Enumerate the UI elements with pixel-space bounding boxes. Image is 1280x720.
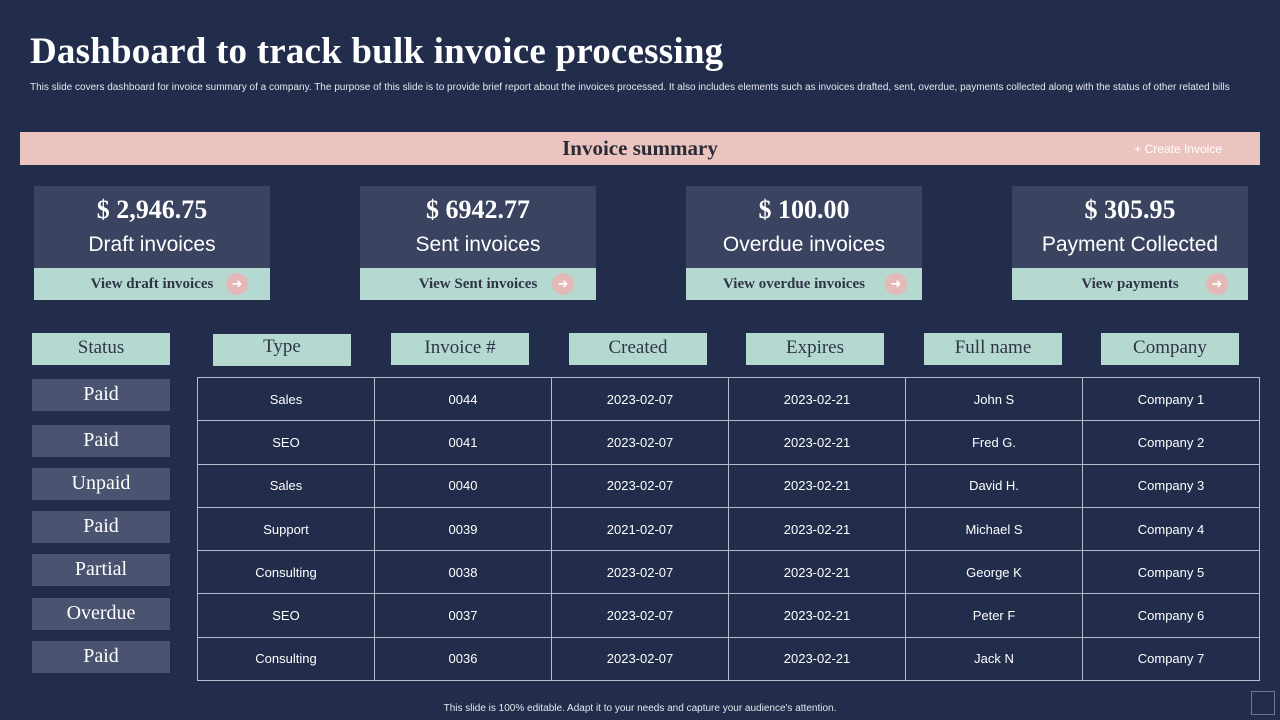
overdue-invoices-label: Overdue invoices [722, 233, 886, 256]
cell-company: Company 6 [1082, 593, 1260, 638]
cell-company: Company 2 [1082, 420, 1260, 465]
payment-collected-card: $ 305.95 Payment Collected View payments… [1012, 186, 1248, 300]
page-title: Dashboard to track bulk invoice processi… [30, 31, 724, 72]
table-row[interactable]: Sales 0044 2023-02-07 2023-02-21 John S … [197, 376, 1260, 422]
draft-invoices-label: Draft invoices [88, 233, 216, 256]
status-badge: Overdue [32, 598, 170, 630]
cell-full-name: John S [905, 376, 1083, 422]
cell-expires: 2023-02-21 [728, 463, 906, 508]
cell-invoice: 0037 [374, 593, 552, 638]
cell-full-name: Jack N [905, 636, 1083, 682]
page-subtitle: This slide covers dashboard for invoice … [30, 82, 1230, 93]
cell-full-name: Peter F [905, 593, 1083, 638]
view-sent-invoices-button[interactable]: View Sent invoices ➜ [360, 268, 596, 300]
table-row[interactable]: Sales 0040 2023-02-07 2023-02-21 David H… [197, 463, 1260, 508]
cell-expires: 2023-02-21 [728, 420, 906, 465]
draft-invoices-amount: $ 2,946.75 [96, 195, 208, 224]
payment-collected-label: Payment Collected [1041, 233, 1219, 256]
cell-type: Sales [197, 376, 375, 422]
view-draft-invoices-button[interactable]: View draft invoices ➜ [34, 268, 270, 300]
column-header-expires[interactable]: Expires [746, 333, 884, 365]
cell-created: 2023-02-07 [551, 376, 729, 422]
table-row[interactable]: Consulting 0038 2023-02-07 2023-02-21 Ge… [197, 550, 1260, 595]
column-header-full-name[interactable]: Full name [924, 333, 1062, 365]
cell-full-name: Michael S [905, 506, 1083, 552]
create-invoice-link[interactable]: + Create Invoice [1134, 142, 1222, 156]
view-draft-invoices-label: View draft invoices [90, 276, 214, 292]
cell-invoice: 0044 [374, 376, 552, 422]
cell-full-name: Fred G. [905, 420, 1083, 465]
overdue-invoices-amount: $ 100.00 [758, 195, 850, 224]
cell-invoice: 0041 [374, 420, 552, 465]
cell-created: 2023-02-07 [551, 420, 729, 465]
sent-invoices-card: $ 6942.77 Sent invoices View Sent invoic… [360, 186, 596, 300]
cell-type: Support [197, 506, 375, 552]
table-row[interactable]: Support 0039 2021-02-07 2023-02-21 Micha… [197, 506, 1260, 552]
cell-created: 2023-02-07 [551, 636, 729, 682]
arrow-right-icon[interactable]: ➜ [885, 273, 907, 295]
cell-type: Consulting [197, 636, 375, 682]
cell-company: Company 4 [1082, 506, 1260, 552]
invoice-summary-title: Invoice summary [562, 136, 718, 160]
column-header-created[interactable]: Created [569, 333, 707, 365]
status-badge: Partial [32, 554, 170, 586]
cell-expires: 2023-02-21 [728, 636, 906, 682]
cell-invoice: 0039 [374, 506, 552, 552]
draft-invoices-card: $ 2,946.75 Draft invoices View draft inv… [34, 186, 270, 300]
cell-expires: 2023-02-21 [728, 376, 906, 422]
cell-company: Company 5 [1082, 550, 1260, 595]
column-header-company[interactable]: Company [1101, 333, 1239, 365]
column-header-status[interactable]: Status [32, 333, 170, 365]
arrow-right-icon[interactable]: ➜ [1206, 273, 1228, 295]
cell-company: Company 7 [1082, 636, 1260, 682]
cell-expires: 2023-02-21 [728, 593, 906, 638]
cell-type: SEO [197, 593, 375, 638]
cell-created: 2023-02-07 [551, 593, 729, 638]
arrow-right-icon[interactable]: ➜ [552, 273, 574, 295]
column-header-invoice[interactable]: Invoice # [391, 333, 529, 365]
cell-expires: 2023-02-21 [728, 550, 906, 595]
overdue-invoices-card: $ 100.00 Overdue invoices View overdue i… [686, 186, 922, 300]
view-payments-button[interactable]: View payments ➜ [1012, 268, 1248, 300]
invoice-summary-bar: Invoice summary + Create Invoice [20, 132, 1260, 165]
cell-invoice: 0038 [374, 550, 552, 595]
cell-full-name: George K [905, 550, 1083, 595]
table-row[interactable]: SEO 0041 2023-02-07 2023-02-21 Fred G. C… [197, 420, 1260, 465]
cell-type: SEO [197, 420, 375, 465]
status-badge: Paid [32, 641, 170, 673]
cell-invoice: 0036 [374, 636, 552, 682]
slide-number-box [1251, 691, 1275, 715]
payment-collected-amount: $ 305.95 [1084, 195, 1176, 224]
status-badge: Paid [32, 379, 170, 411]
invoice-table: Sales 0044 2023-02-07 2023-02-21 John S … [197, 376, 1260, 682]
arrow-right-icon[interactable]: ➜ [226, 273, 248, 295]
cell-company: Company 1 [1082, 376, 1260, 422]
cell-created: 2023-02-07 [551, 463, 729, 508]
cell-type: Consulting [197, 550, 375, 595]
sent-invoices-amount: $ 6942.77 [426, 195, 530, 224]
sent-invoices-label: Sent invoices [415, 233, 541, 256]
table-row[interactable]: Consulting 0036 2023-02-07 2023-02-21 Ja… [197, 636, 1260, 682]
cell-created: 2023-02-07 [551, 550, 729, 595]
view-payments-label: View payments [1081, 276, 1179, 292]
table-row[interactable]: SEO 0037 2023-02-07 2023-02-21 Peter F C… [197, 593, 1260, 638]
cell-full-name: David H. [905, 463, 1083, 508]
status-badge: Paid [32, 511, 170, 543]
view-overdue-invoices-button[interactable]: View overdue invoices ➜ [686, 268, 922, 300]
status-badge: Unpaid [32, 468, 170, 500]
view-overdue-invoices-label: View overdue invoices [723, 276, 865, 292]
cell-invoice: 0040 [374, 463, 552, 508]
footer-note: This slide is 100% editable. Adapt it to… [443, 703, 837, 714]
status-badge: Paid [32, 425, 170, 457]
view-sent-invoices-label: View Sent invoices [418, 276, 538, 292]
cell-expires: 2023-02-21 [728, 506, 906, 552]
column-header-type[interactable]: Type [213, 334, 351, 366]
cell-created: 2021-02-07 [551, 506, 729, 552]
cell-type: Sales [197, 463, 375, 508]
cell-company: Company 3 [1082, 463, 1260, 508]
